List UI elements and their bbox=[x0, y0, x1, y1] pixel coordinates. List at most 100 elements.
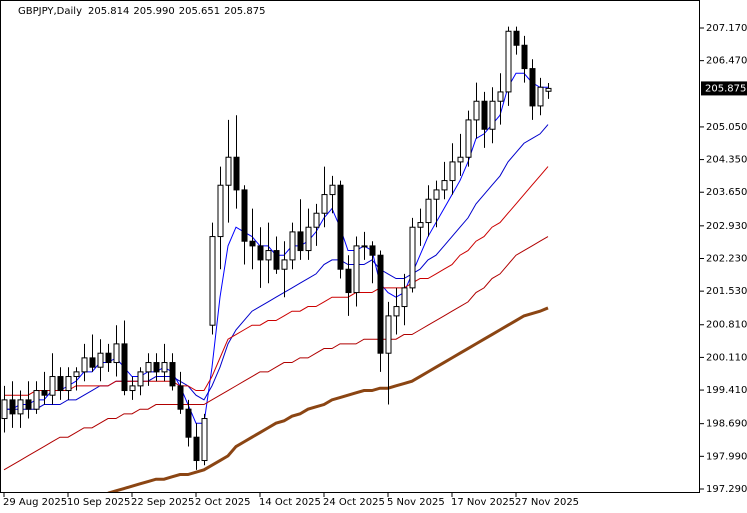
candle-body bbox=[497, 91, 504, 102]
candle-body bbox=[441, 180, 448, 191]
candle-body bbox=[73, 371, 80, 378]
candle-body bbox=[113, 343, 120, 364]
x-tick-label: 29 Aug 2025 bbox=[3, 497, 67, 508]
candle-body bbox=[209, 236, 216, 326]
candle-body bbox=[9, 399, 16, 415]
x-tick-label: 10 Sep 2025 bbox=[67, 497, 130, 508]
candle-body bbox=[417, 222, 424, 228]
candle-body bbox=[401, 287, 408, 308]
candle-body bbox=[489, 100, 496, 130]
y-tick-label: 197.290 bbox=[706, 484, 747, 495]
candle-body bbox=[217, 184, 224, 238]
candle-body bbox=[353, 245, 360, 294]
candle-body bbox=[537, 86, 544, 107]
candle-body bbox=[25, 399, 32, 410]
candle-body bbox=[345, 268, 352, 294]
moving-average bbox=[4, 124, 549, 410]
candle-body bbox=[449, 161, 456, 182]
candle-body bbox=[257, 245, 264, 261]
x-tick-label: 5 Nov 2025 bbox=[387, 497, 445, 508]
y-tick-label: 203.650 bbox=[706, 187, 747, 198]
candle-body bbox=[41, 390, 48, 396]
header-value: 205.875 bbox=[224, 6, 265, 17]
candle-body bbox=[385, 315, 392, 354]
candle-body bbox=[225, 156, 232, 186]
candle-body bbox=[393, 306, 400, 317]
candle-body bbox=[105, 352, 112, 364]
x-tick-label: 17 Nov 2025 bbox=[451, 497, 515, 508]
candle-body bbox=[473, 100, 480, 121]
moving-average bbox=[107, 306, 549, 492]
y-tick-label: 204.350 bbox=[706, 155, 747, 166]
y-tick-label: 197.990 bbox=[706, 451, 747, 462]
candle-body bbox=[89, 357, 96, 368]
y-tick-label: 206.470 bbox=[706, 56, 747, 67]
candle-body bbox=[297, 231, 304, 252]
y-tick-label: 207.170 bbox=[706, 23, 747, 34]
candle-body bbox=[361, 245, 368, 248]
candle-body bbox=[33, 390, 40, 410]
candle-body bbox=[289, 231, 296, 261]
x-tick-label: 22 Sep 2025 bbox=[131, 497, 194, 508]
plot-frame bbox=[0, 0, 700, 493]
header: GBPJPY,Daily bbox=[18, 6, 82, 17]
candle-body bbox=[329, 184, 336, 196]
candle-body bbox=[409, 226, 416, 289]
candle-body bbox=[177, 385, 184, 410]
symbol: GBPJPY,Daily bbox=[18, 6, 82, 17]
price-tag: 205.875 bbox=[705, 83, 746, 94]
candle-body bbox=[505, 30, 512, 93]
y-tick-label: 202.230 bbox=[706, 253, 747, 264]
candle-body bbox=[1, 399, 8, 420]
candle-body bbox=[337, 184, 344, 270]
candle-body bbox=[513, 30, 520, 46]
candle-body bbox=[161, 362, 168, 373]
plot bbox=[1, 26, 552, 492]
moving-average bbox=[3, 236, 549, 471]
header-value: 205.814 bbox=[88, 6, 129, 17]
candle-body bbox=[57, 376, 64, 392]
x-tick-label: 27 Nov 2025 bbox=[515, 497, 579, 508]
moving-average bbox=[4, 166, 549, 396]
candle-body bbox=[305, 226, 312, 252]
candle-body bbox=[81, 357, 88, 373]
candle-body bbox=[121, 343, 128, 392]
header-value: 205.990 bbox=[133, 6, 174, 17]
candle-body bbox=[193, 436, 200, 462]
x-tick-label: 14 Oct 2025 bbox=[259, 497, 321, 508]
candle-body bbox=[457, 156, 464, 163]
candle-body bbox=[65, 376, 72, 392]
candle-body bbox=[369, 245, 376, 256]
price-tag-box bbox=[701, 81, 747, 96]
y-tick-label: 200.110 bbox=[706, 352, 747, 363]
candle-body bbox=[273, 250, 280, 270]
candle-body bbox=[265, 250, 272, 261]
candle-body bbox=[137, 371, 144, 387]
candle-body bbox=[17, 399, 24, 415]
candle-body bbox=[233, 156, 240, 191]
candle-body bbox=[281, 259, 288, 270]
y-tick-label: 202.930 bbox=[706, 221, 747, 232]
candle-body bbox=[169, 362, 176, 387]
candle-body bbox=[145, 362, 152, 373]
candle-body bbox=[481, 100, 488, 130]
candle-body bbox=[49, 376, 56, 396]
candle-body bbox=[249, 240, 256, 247]
x-tick-label: 2 Oct 2025 bbox=[195, 497, 250, 508]
y-tick-label: 199.410 bbox=[706, 385, 747, 396]
candle-body bbox=[129, 385, 136, 392]
candle-body bbox=[201, 418, 208, 462]
candle-body bbox=[433, 189, 440, 200]
header-value: 205.651 bbox=[179, 6, 220, 17]
candle-body bbox=[185, 408, 192, 438]
candle-body bbox=[241, 189, 248, 242]
x-tick-label: 24 Oct 2025 bbox=[323, 497, 385, 508]
candle-body bbox=[377, 254, 384, 354]
candle-body bbox=[153, 362, 160, 373]
candle-body bbox=[545, 87, 552, 92]
y-tick-label: 205.050 bbox=[706, 122, 747, 133]
candle-body bbox=[321, 194, 328, 214]
candle-body bbox=[425, 198, 432, 224]
y-tick-label: 200.810 bbox=[706, 320, 747, 331]
